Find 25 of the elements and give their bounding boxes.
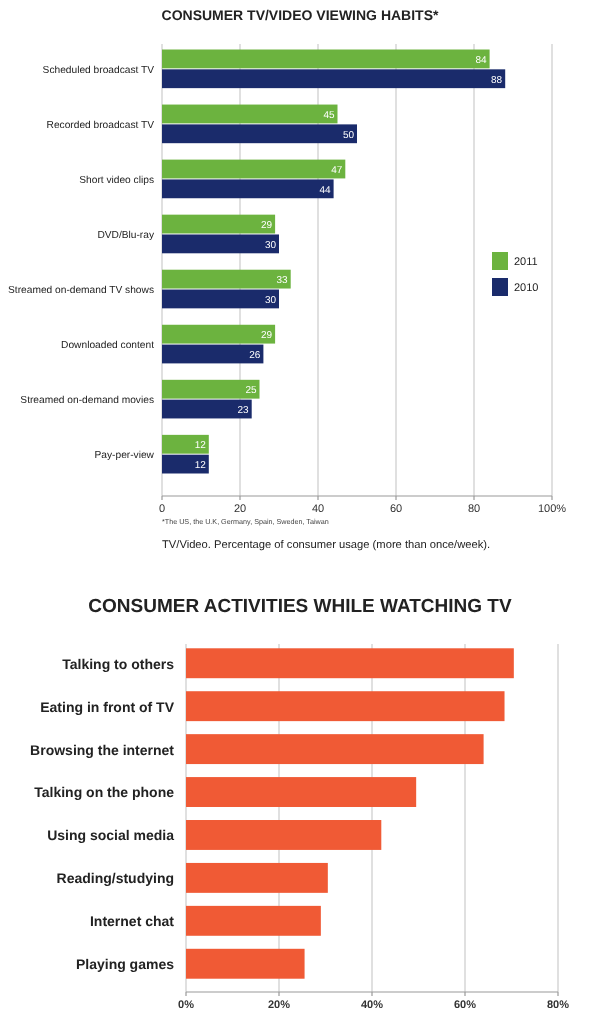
- bar: [186, 820, 382, 850]
- bar: [186, 691, 505, 722]
- bar: [162, 179, 334, 199]
- bar: [186, 734, 484, 765]
- bar: [162, 104, 338, 124]
- bar: [186, 777, 417, 807]
- bar: [162, 434, 209, 454]
- bar: [162, 234, 279, 254]
- bar: [162, 344, 264, 364]
- bar: [162, 214, 276, 234]
- bar: [162, 399, 252, 419]
- bar: [186, 648, 514, 679]
- bar: [186, 948, 305, 979]
- bar: [162, 124, 357, 144]
- bar: [162, 49, 490, 69]
- bar: [162, 379, 260, 399]
- bar: [162, 324, 276, 344]
- bar: [186, 905, 321, 936]
- bar: [162, 454, 209, 474]
- bar: [162, 289, 279, 309]
- bar: [162, 269, 291, 289]
- bar: [162, 69, 506, 89]
- bar: [162, 159, 346, 179]
- chart-title: CONSUMER ACTIVITIES WHILE WATCHING TV: [88, 596, 513, 618]
- bar: [186, 862, 328, 893]
